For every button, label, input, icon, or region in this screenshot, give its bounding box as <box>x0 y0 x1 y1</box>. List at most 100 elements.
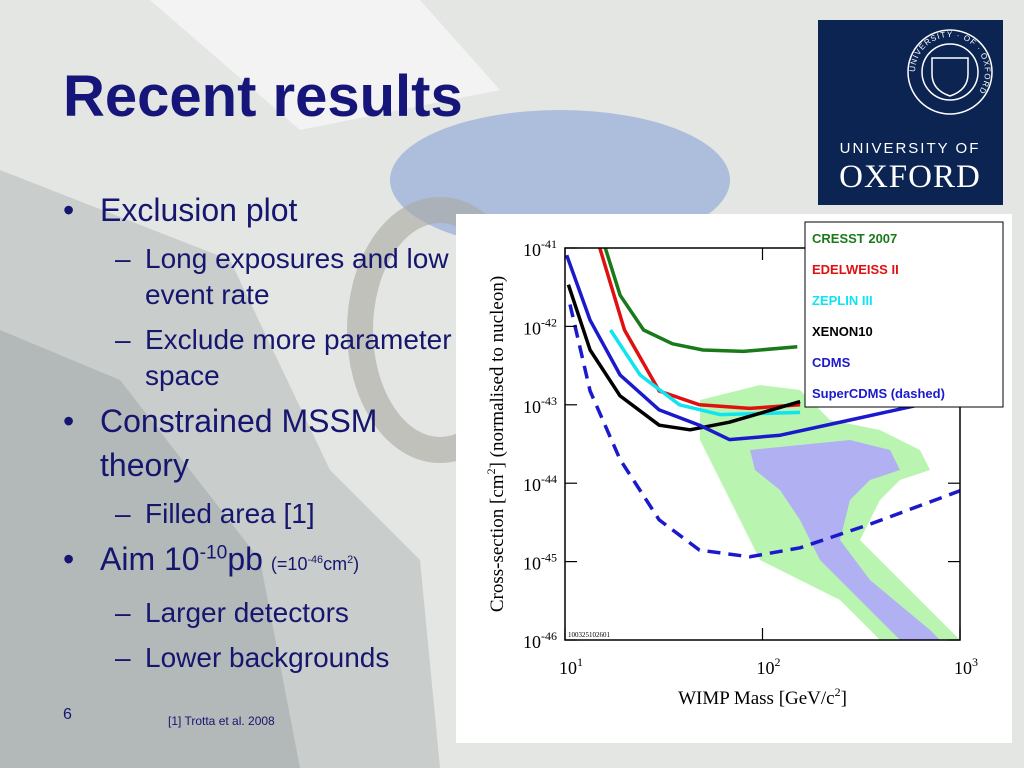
sub-symbol: – <box>115 324 131 355</box>
series-line <box>566 284 801 432</box>
crest-shield <box>931 57 969 97</box>
legend-entry: ZEPLIN III <box>812 293 873 308</box>
y-axis-label: Cross-section [cm <box>487 474 508 612</box>
logo-box <box>818 20 1003 205</box>
legend-entry: CDMS <box>812 355 851 370</box>
sub-bullet-text: Long exposures and low event rate <box>145 243 449 310</box>
sub-bullet: – Exclude more parameter space <box>115 322 455 394</box>
sub-bullet-text: Larger detectors <box>145 597 349 628</box>
note-part: -46 <box>307 554 324 566</box>
bullet-text: Aim 10-10pb (=10-46cm2) <box>100 537 359 586</box>
legend-entry: XENON10 <box>812 324 873 339</box>
bullet-symbol: • <box>63 192 75 228</box>
sub-symbol: – <box>115 243 131 274</box>
tick-label: 10 <box>523 397 541 417</box>
tick-label: 10-44 <box>523 472 557 495</box>
plot-id: 100325102601 <box>568 631 611 639</box>
tick-label: 10-45 <box>523 551 557 574</box>
note-part: ) <box>353 554 360 574</box>
tick-exponent: -43 <box>541 394 557 408</box>
legend-entry: CRESST 2007 <box>812 231 897 246</box>
tick-exponent: 1 <box>577 655 583 669</box>
x-axis-label: ] <box>841 688 847 709</box>
tick-label: 10 <box>523 632 541 652</box>
bullet-symbol: • <box>63 403 75 439</box>
x-axis-label: WIMP Mass [GeV/c <box>678 688 835 709</box>
sub-bullet-text: Lower backgrounds <box>145 642 390 673</box>
bullet: • Constrained MSSM theory <box>63 399 458 487</box>
tick-label: 10-41 <box>523 237 557 260</box>
sub-bullet-text: Exclude more parameter space <box>145 324 452 391</box>
footnote: [1] Trotta et al. 2008 <box>168 714 275 728</box>
page-number: 6 <box>63 706 72 723</box>
tick-exponent: 2 <box>775 655 781 669</box>
tick-label: 10 <box>523 240 541 260</box>
sub-symbol: – <box>115 642 131 673</box>
curves <box>565 248 960 559</box>
series-line <box>598 248 801 411</box>
sub-bullet: – Lower backgrounds <box>115 640 455 676</box>
tick-label: 10-43 <box>523 394 557 417</box>
tick-exponent: -41 <box>541 237 557 251</box>
series-line <box>603 248 798 354</box>
bullet-symbol: • <box>63 541 75 577</box>
photo-shape <box>0 330 300 768</box>
sub-bullet: – Filled area [1] <box>115 496 455 532</box>
note-part: 2 <box>347 554 354 566</box>
bullet-text: Exclusion plot <box>100 192 298 228</box>
tick-label: 10 <box>523 475 541 495</box>
tick-exponent: -44 <box>541 472 557 486</box>
exponent: -10 <box>199 542 228 564</box>
crest-ring <box>921 43 979 101</box>
tick-exponent: -45 <box>541 551 557 565</box>
logo-line1: UNIVERSITY OF <box>840 140 981 157</box>
tick-label: 10 <box>559 658 577 678</box>
bullet-text: Aim 10 <box>100 541 200 577</box>
sub-bullet-text: Filled area [1] <box>145 498 315 529</box>
legend-box <box>804 221 1004 408</box>
note-part: (=10 <box>270 554 308 574</box>
photo-shape <box>150 0 500 130</box>
y-axis-label: ] (normalised to nucleon) <box>487 276 508 469</box>
mssm-core-region <box>750 440 940 640</box>
legend-entry: SuperCDMS (dashed) <box>812 386 945 401</box>
logo-line2: OXFORD <box>839 159 981 195</box>
sub-symbol: – <box>115 498 131 529</box>
tick-label: 103 <box>954 655 978 678</box>
x-axis-label: WIMP Mass [GeV/c2] <box>678 685 847 709</box>
tick-label: 10 <box>523 318 541 338</box>
bullet: • Exclusion plot <box>63 188 458 232</box>
slide-title: Recent results <box>63 64 463 129</box>
x-axis-label: 2 <box>835 685 841 699</box>
y-axis-label: 2 <box>484 468 498 474</box>
y-axis-label: Cross-section [cm2] (normalised to nucle… <box>484 276 508 612</box>
sub-bullet: – Larger detectors <box>115 595 455 631</box>
series-line <box>568 304 960 559</box>
bullet-text: Constrained MSSM theory <box>100 399 458 487</box>
tick-label: 10 <box>757 658 775 678</box>
series-line <box>609 329 801 417</box>
tick-label: 102 <box>757 655 781 678</box>
crest-ring <box>907 29 993 115</box>
tick-exponent: -42 <box>541 315 557 329</box>
tick-exponent: -46 <box>541 629 557 643</box>
tick-label: 101 <box>559 655 583 678</box>
tick-exponent: 3 <box>972 655 978 669</box>
legend-entry: EDELWEISS II <box>812 262 899 277</box>
sub-symbol: – <box>115 597 131 628</box>
tick-label: 10-46 <box>523 629 557 652</box>
bullet-text: Constrained MSSM theory <box>100 403 378 483</box>
series-line <box>565 254 960 442</box>
bullet-list: • Exclusion plot – Long exposures and low e… <box>63 183 458 676</box>
bullet: • Aim 10-10pb (=10-46cm2) <box>63 537 458 586</box>
note-part: cm <box>323 554 348 574</box>
unit: pb <box>227 541 263 577</box>
note: (=10-46cm2) <box>271 554 359 574</box>
sub-bullet: – Long exposures and low event rate <box>115 241 455 313</box>
tick-label: 10 <box>954 658 972 678</box>
tick-label: 10 <box>523 554 541 574</box>
bullet-text: Exclusion plot <box>100 188 297 232</box>
regions <box>700 385 960 640</box>
